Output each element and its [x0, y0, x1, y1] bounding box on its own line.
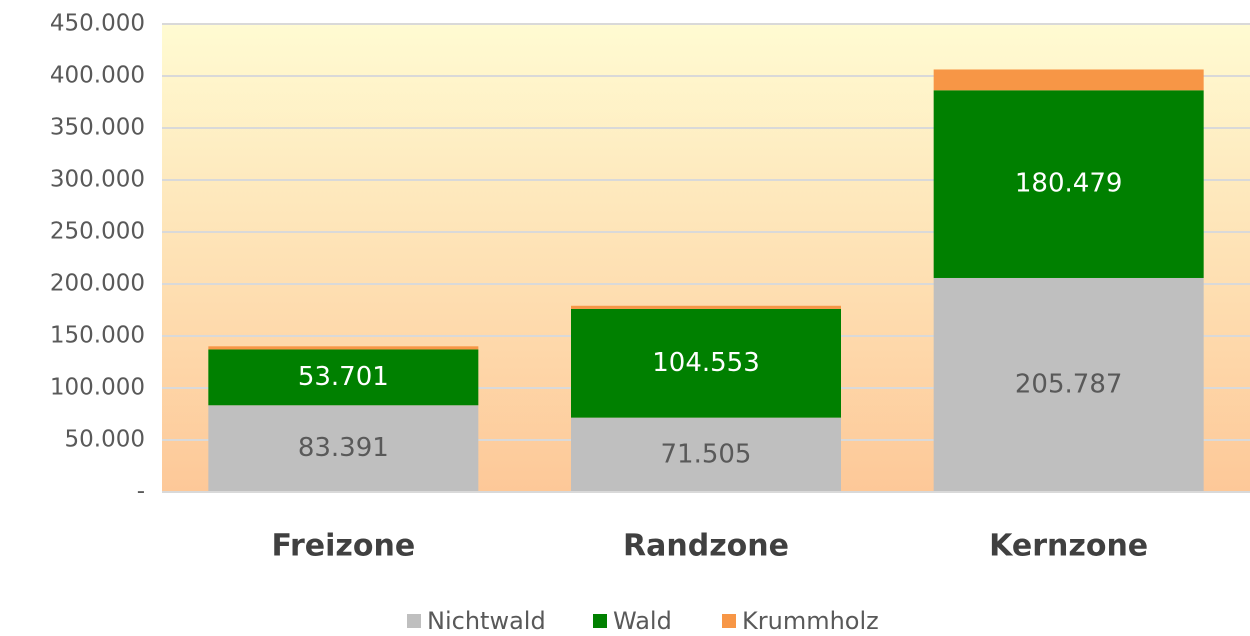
bar-segment	[571, 308, 841, 418]
y-tick-label: 150.000	[50, 323, 145, 349]
data-label: 180.479	[1015, 169, 1123, 199]
bar-segment	[208, 346, 479, 350]
data-label: 205.787	[1015, 369, 1123, 399]
legend-swatch	[593, 614, 607, 628]
bar-segment	[208, 405, 479, 492]
data-label: 83.391	[298, 433, 389, 463]
x-tick-label: Freizone	[271, 529, 415, 564]
bar-segment	[933, 277, 1204, 492]
y-tick-label: 300.000	[50, 167, 145, 193]
legend-swatch	[407, 614, 421, 628]
y-tick-label: 200.000	[50, 271, 145, 297]
y-tick-label: 350.000	[50, 115, 145, 141]
legend-label: Nichtwald	[427, 607, 546, 635]
bar-segment	[933, 90, 1204, 278]
data-label: 53.701	[298, 362, 389, 392]
bar-segment	[933, 69, 1204, 91]
y-tick-label: -	[137, 479, 145, 505]
legend-label: Wald	[613, 607, 672, 635]
y-tick-label: 450.000	[50, 11, 145, 37]
legend-swatch	[722, 614, 736, 628]
x-tick-label: Kernzone	[989, 529, 1148, 564]
bar-segment	[208, 349, 479, 406]
y-tick-label: 100.000	[50, 375, 145, 401]
data-label: 71.505	[661, 439, 752, 469]
bar-segment	[571, 305, 841, 309]
y-tick-label: 250.000	[50, 219, 145, 245]
legend-label: Krummholz	[742, 607, 879, 635]
bar-segment	[571, 417, 841, 492]
x-tick-label: Randzone	[623, 529, 789, 564]
y-tick-label: 400.000	[50, 63, 145, 89]
data-label: 104.553	[652, 348, 760, 378]
y-tick-label: 50.000	[65, 427, 145, 453]
